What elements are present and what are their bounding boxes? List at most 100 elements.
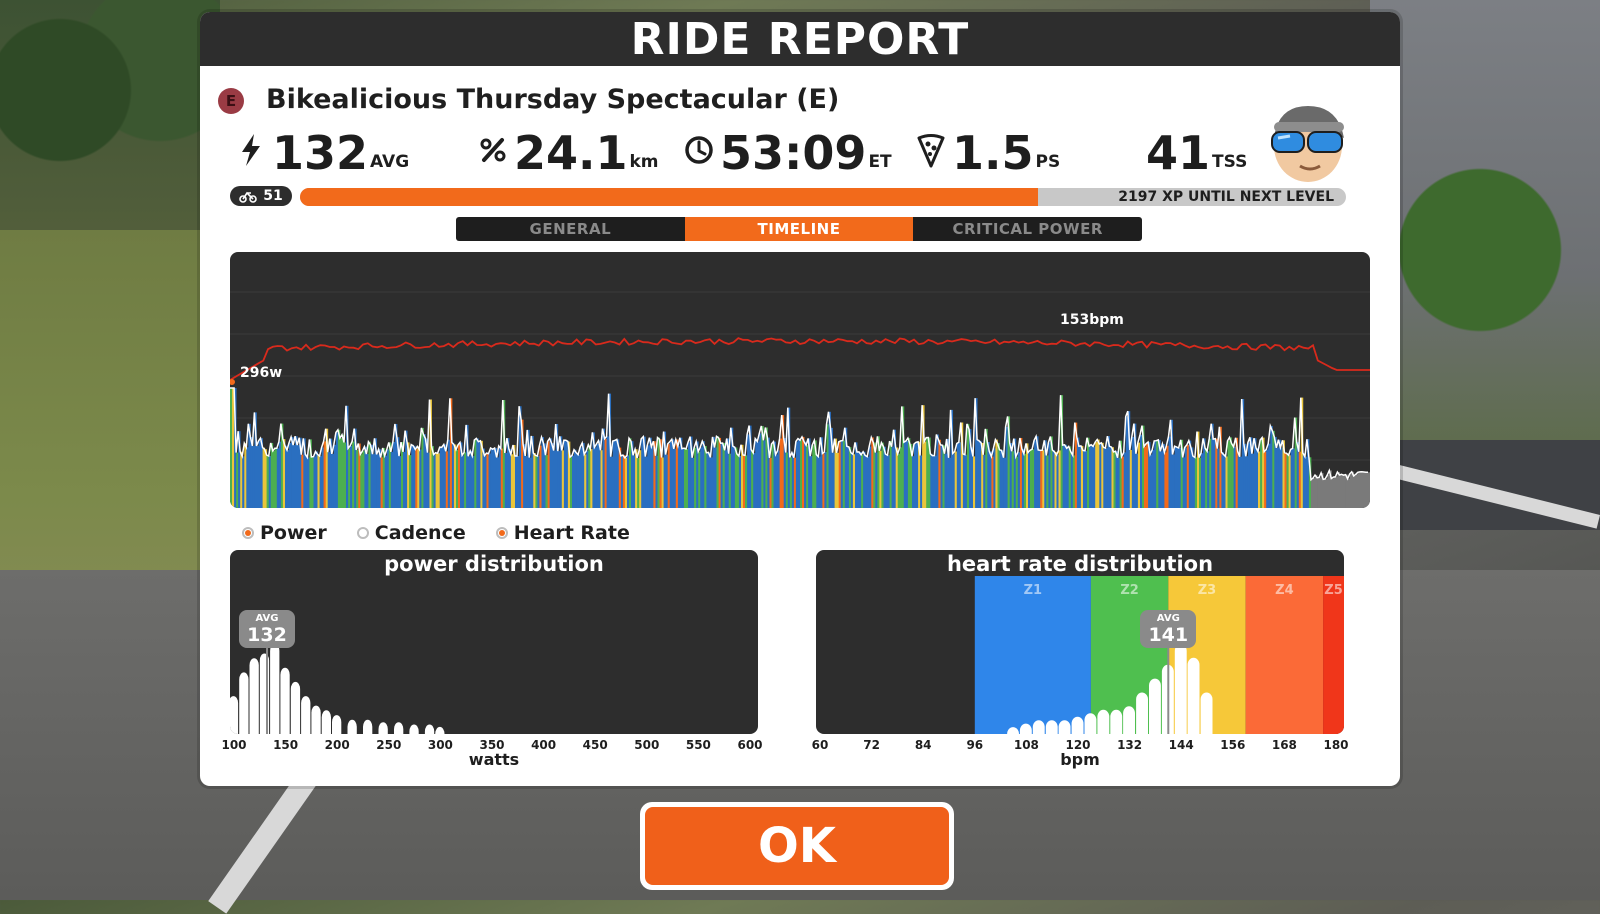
power-avg-badge: AVG 132 bbox=[239, 610, 296, 648]
power-bar bbox=[846, 446, 850, 508]
power-bar bbox=[437, 453, 441, 508]
power-bar bbox=[912, 456, 915, 508]
power-bar bbox=[506, 438, 510, 508]
power-bar bbox=[753, 452, 756, 508]
power-bar bbox=[502, 400, 506, 508]
power-bar bbox=[749, 425, 752, 508]
tick-label: 450 bbox=[582, 738, 608, 752]
heart-rate-toggle[interactable] bbox=[495, 527, 508, 539]
power-bar bbox=[1026, 443, 1029, 508]
power-bar bbox=[1268, 443, 1271, 508]
avg-label: AVG bbox=[255, 613, 279, 624]
power-bar bbox=[1085, 450, 1088, 508]
tab-timeline[interactable]: TIMELINE bbox=[684, 217, 914, 241]
tab-general[interactable]: GENERAL bbox=[456, 217, 685, 241]
timeline-chart[interactable]: 296w 153bpm bbox=[230, 252, 1370, 508]
power-bar bbox=[1023, 453, 1027, 508]
power-bar bbox=[254, 412, 257, 508]
power-bar bbox=[802, 436, 805, 508]
legend-power[interactable]: Power bbox=[242, 522, 327, 544]
power-bar bbox=[523, 444, 526, 508]
power-bar bbox=[1311, 479, 1314, 508]
power-bar bbox=[531, 436, 534, 508]
power-bar bbox=[1199, 457, 1202, 508]
power-bar bbox=[903, 442, 907, 508]
power-bar bbox=[991, 456, 994, 508]
power-bar bbox=[828, 411, 831, 508]
power-bar bbox=[276, 448, 280, 508]
stat-distance: 24.1 km bbox=[478, 124, 659, 176]
heart-rate-series-line bbox=[230, 337, 1370, 381]
stat-value: 1.5 bbox=[952, 126, 1034, 180]
power-bar bbox=[486, 453, 489, 508]
power-bar bbox=[1146, 443, 1149, 508]
power-bar bbox=[510, 454, 514, 508]
power-bar bbox=[875, 452, 878, 508]
power-bar bbox=[394, 424, 398, 508]
power-bar bbox=[1162, 443, 1165, 508]
power-bar bbox=[1009, 443, 1013, 508]
power-bar bbox=[1260, 440, 1263, 508]
power-bar bbox=[741, 444, 744, 508]
power-bar bbox=[1119, 440, 1123, 508]
tick-label: 100 bbox=[221, 738, 247, 752]
power-bar bbox=[441, 447, 445, 508]
power-bar bbox=[592, 432, 595, 508]
power-bar bbox=[1203, 438, 1206, 508]
stat-tss: 41 TSS bbox=[1146, 124, 1247, 176]
power-bar bbox=[331, 453, 335, 508]
power-bar bbox=[783, 438, 787, 508]
power-bar bbox=[358, 443, 361, 508]
power-bar bbox=[1233, 446, 1237, 508]
power-bar bbox=[1174, 446, 1178, 508]
power-bar bbox=[1030, 450, 1033, 508]
power-bar bbox=[1300, 397, 1304, 508]
cadence-toggle[interactable] bbox=[356, 527, 369, 539]
power-distribution-title: power distribution bbox=[384, 552, 604, 576]
power-bar bbox=[517, 456, 520, 508]
power-bar bbox=[472, 455, 475, 508]
power-bar bbox=[1040, 450, 1043, 508]
power-bar bbox=[907, 438, 911, 508]
power-bar bbox=[855, 442, 858, 508]
power-bar bbox=[1103, 447, 1106, 508]
legend-heart-rate[interactable]: Heart Rate bbox=[495, 522, 630, 544]
power-bar bbox=[808, 438, 811, 508]
power-bar bbox=[861, 454, 864, 508]
power-bar bbox=[732, 446, 736, 508]
power-bar bbox=[1343, 475, 1346, 508]
power-bar bbox=[1247, 442, 1251, 508]
histogram-bar bbox=[1007, 727, 1019, 734]
power-bar bbox=[663, 431, 667, 508]
legend-cadence[interactable]: Cadence bbox=[356, 522, 466, 544]
power-bar bbox=[496, 457, 500, 508]
power-bar bbox=[360, 454, 363, 508]
power-bar bbox=[380, 457, 384, 508]
power-bar bbox=[396, 437, 400, 508]
power-toggle[interactable] bbox=[242, 527, 254, 539]
power-bar bbox=[439, 447, 443, 508]
histogram-bar bbox=[394, 722, 404, 734]
power-bar bbox=[930, 453, 933, 508]
power-bar bbox=[895, 447, 899, 508]
power-bar bbox=[1282, 440, 1285, 508]
power-bar bbox=[1219, 426, 1222, 508]
background-right-scenery bbox=[1370, 0, 1600, 460]
power-bar bbox=[1188, 440, 1192, 508]
power-bar bbox=[535, 455, 538, 508]
power-bar bbox=[975, 398, 978, 508]
power-bar bbox=[763, 440, 766, 508]
power-bar bbox=[1221, 452, 1224, 508]
power-bar bbox=[1091, 444, 1094, 508]
power-bar bbox=[775, 454, 779, 508]
stat-pizza-slices: 1.5 PS bbox=[916, 124, 1060, 176]
page-title: RIDE REPORT bbox=[630, 14, 970, 65]
power-bar bbox=[1052, 450, 1055, 508]
power-bar bbox=[726, 438, 730, 508]
ok-button[interactable]: OK bbox=[640, 802, 954, 890]
stat-value: 41 bbox=[1146, 126, 1211, 180]
event-name: Bikealicious Thursday Spectacular (E) bbox=[266, 84, 840, 115]
power-bar bbox=[773, 441, 776, 508]
tab-critical-power[interactable]: CRITICAL POWER bbox=[913, 217, 1142, 241]
power-bar bbox=[981, 443, 984, 508]
